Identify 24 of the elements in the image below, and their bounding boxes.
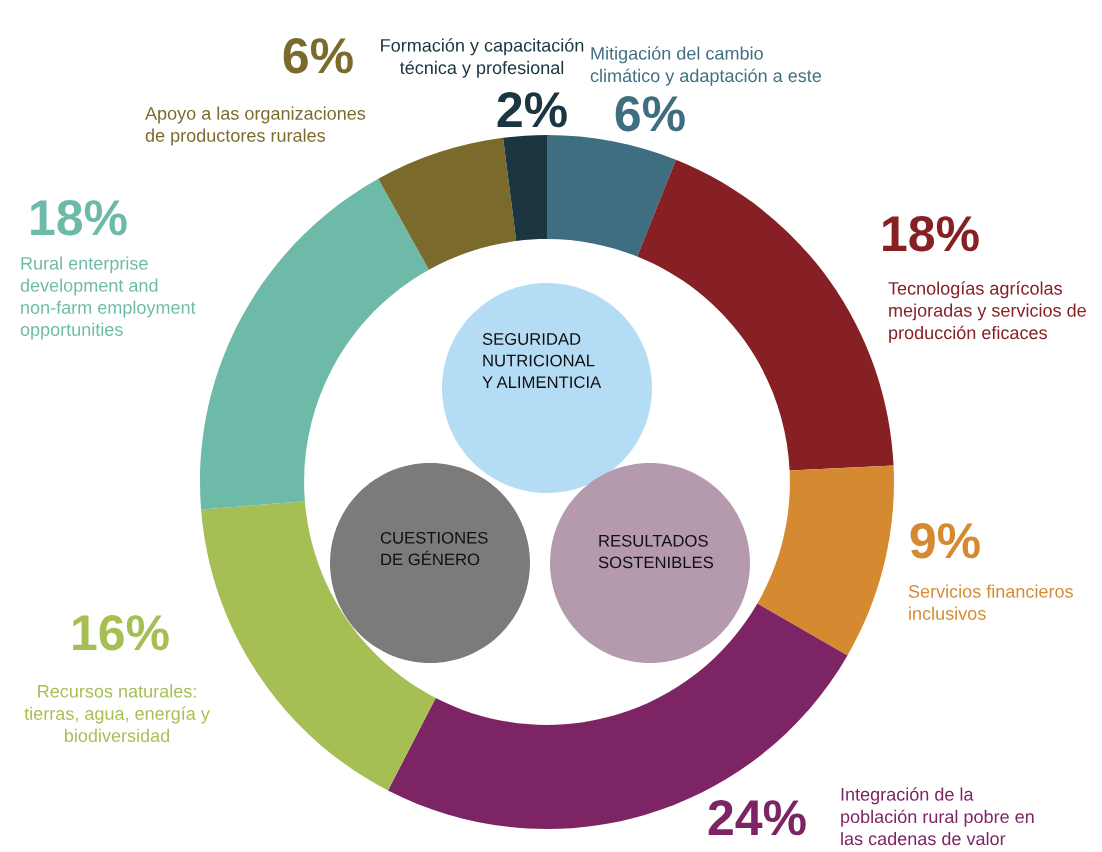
donut-slice — [503, 135, 547, 242]
data-label: 24% — [708, 800, 806, 836]
data-label: 6% — [615, 96, 685, 132]
text: CUESTIONES DE GÉNERO — [380, 531, 488, 566]
slice-label: Rural enterprise development and non-farm employment opportunities — [20, 256, 196, 340]
slice-label: Recursos naturales: tierras, agua, energía y biodiversidad — [24, 684, 210, 743]
data-label: 6% — [283, 38, 353, 74]
slice-label: Mitigación del cambio climático y adaptación a este — [590, 46, 822, 86]
slice-label: Tecnologías agrícolas mejoradas y servicios de producción eficaces — [888, 281, 1086, 343]
data-label: 18% — [31, 200, 127, 236]
donut-slice — [757, 465, 894, 656]
slice-label: Formación y capacitación técnica y profesional — [381, 38, 584, 78]
data-label: 9% — [910, 523, 980, 559]
donut-slice — [547, 135, 676, 257]
slice-label: Integración de la población rural pobre en las cadenas de valor — [841, 787, 1034, 846]
data-label: 18% — [883, 216, 979, 252]
slice-label: Servicios financieros inclusivos — [908, 584, 1073, 620]
data-label: 16% — [73, 615, 169, 651]
text: RESULTADOS SOSTENIBLES — [598, 534, 714, 569]
donut-slice — [200, 178, 429, 510]
slice-label: Apoyo a las organizaciones de productores rurales — [145, 106, 366, 146]
data-label: 2% — [497, 92, 567, 128]
donut-slice — [378, 137, 517, 270]
text: SEGURIDAD NUTRICIONAL Y ALIMENTICIA — [482, 333, 602, 389]
